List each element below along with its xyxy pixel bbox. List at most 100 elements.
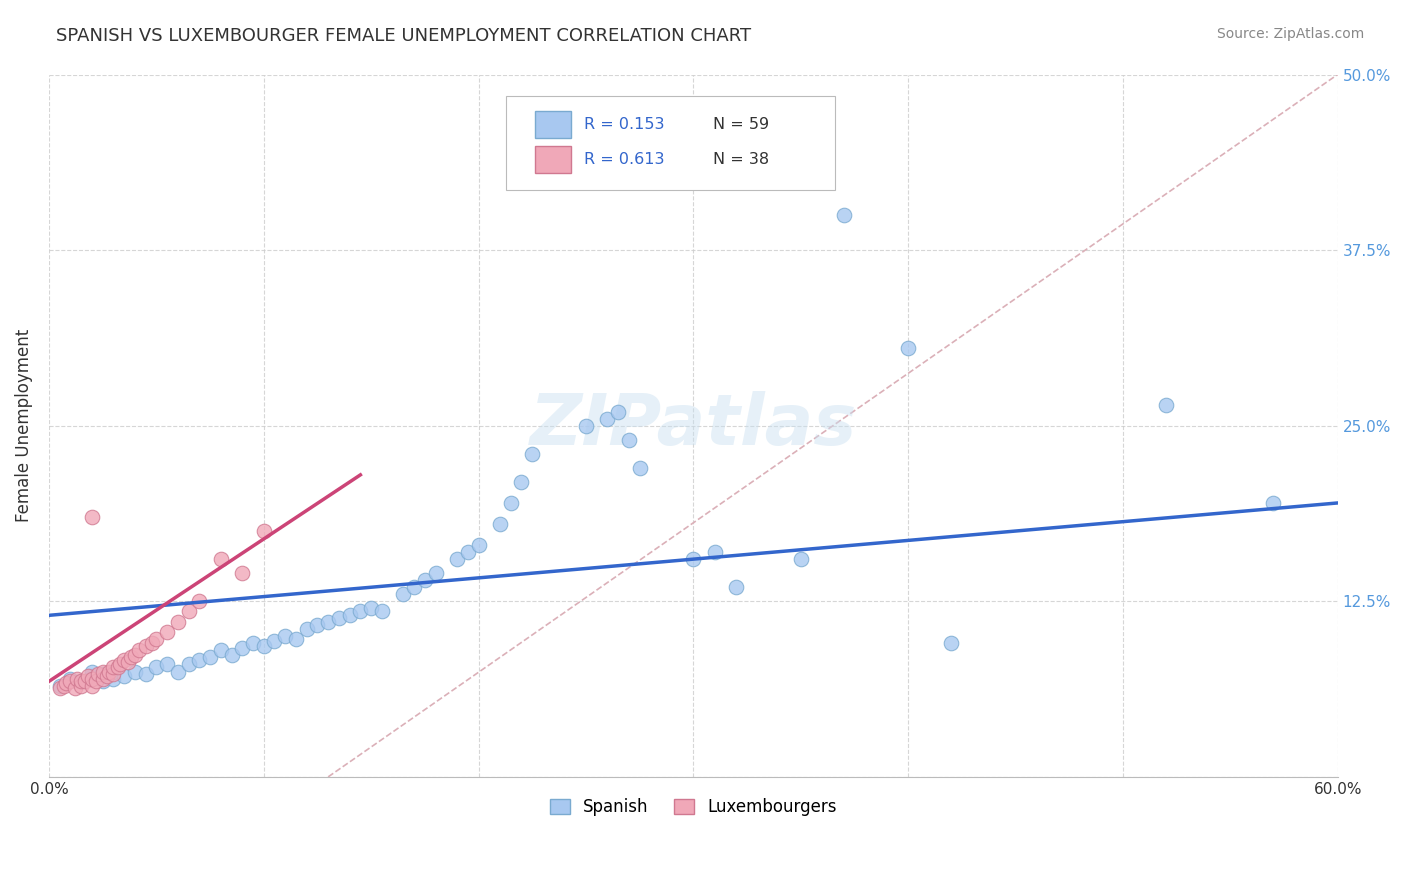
Point xyxy=(221,648,243,662)
Point xyxy=(371,604,394,618)
Point xyxy=(135,667,157,681)
Point xyxy=(510,475,533,489)
Text: N = 38: N = 38 xyxy=(713,152,769,167)
Text: ZIPatlas: ZIPatlas xyxy=(530,392,858,460)
Point xyxy=(360,601,382,615)
Point xyxy=(166,665,188,679)
Point xyxy=(467,538,489,552)
Point xyxy=(98,665,121,679)
Point xyxy=(117,655,139,669)
Point xyxy=(253,524,276,538)
Point xyxy=(87,667,110,681)
Y-axis label: Female Unemployment: Female Unemployment xyxy=(15,329,32,523)
Point xyxy=(156,625,179,640)
Point xyxy=(120,650,142,665)
Point xyxy=(897,342,920,356)
Point xyxy=(145,632,167,647)
Point xyxy=(84,674,107,689)
FancyBboxPatch shape xyxy=(534,111,571,137)
Point xyxy=(108,657,131,672)
Point xyxy=(596,411,619,425)
Point xyxy=(209,643,232,657)
Point xyxy=(70,674,93,689)
Legend: Spanish, Luxembourgers: Spanish, Luxembourgers xyxy=(541,790,845,825)
Point xyxy=(198,650,221,665)
Point xyxy=(789,552,811,566)
Point xyxy=(242,636,264,650)
Point xyxy=(59,674,82,689)
Point xyxy=(607,404,630,418)
Point xyxy=(91,674,114,689)
Point xyxy=(96,669,118,683)
Point xyxy=(499,496,522,510)
Point xyxy=(59,672,82,686)
Point xyxy=(80,665,103,679)
Point xyxy=(80,510,103,524)
Point xyxy=(725,580,748,594)
Point xyxy=(103,672,125,686)
Point xyxy=(285,632,308,647)
Point xyxy=(48,679,70,693)
Point xyxy=(91,665,114,679)
Point xyxy=(177,604,200,618)
Point xyxy=(522,447,544,461)
Point xyxy=(703,545,725,559)
Point xyxy=(53,679,76,693)
Text: R = 0.613: R = 0.613 xyxy=(583,152,664,167)
Point xyxy=(177,657,200,672)
Point xyxy=(425,566,447,581)
Point xyxy=(103,660,125,674)
Point xyxy=(91,672,114,686)
Point xyxy=(1154,398,1177,412)
Text: Source: ZipAtlas.com: Source: ZipAtlas.com xyxy=(1216,27,1364,41)
Point xyxy=(112,653,135,667)
Point xyxy=(446,552,468,566)
Point xyxy=(166,615,188,630)
Point xyxy=(457,545,479,559)
Point xyxy=(124,665,146,679)
Point xyxy=(103,665,125,679)
Point xyxy=(263,633,285,648)
Point xyxy=(231,566,253,581)
Point xyxy=(628,460,651,475)
FancyBboxPatch shape xyxy=(534,146,571,173)
Point xyxy=(328,611,350,625)
Point xyxy=(316,615,339,630)
Point xyxy=(145,660,167,674)
Point xyxy=(141,636,163,650)
FancyBboxPatch shape xyxy=(506,95,835,190)
Point xyxy=(682,552,704,566)
Point xyxy=(112,669,135,683)
Point xyxy=(66,672,89,686)
Point xyxy=(156,657,179,672)
Point xyxy=(55,675,77,690)
Point xyxy=(80,669,103,683)
Point xyxy=(295,623,318,637)
Point xyxy=(339,608,361,623)
Point xyxy=(91,667,114,681)
Point xyxy=(575,418,598,433)
Text: R = 0.153: R = 0.153 xyxy=(583,117,664,132)
Point xyxy=(80,679,103,693)
Point xyxy=(48,681,70,696)
Point xyxy=(349,604,371,618)
Text: SPANISH VS LUXEMBOURGER FEMALE UNEMPLOYMENT CORRELATION CHART: SPANISH VS LUXEMBOURGER FEMALE UNEMPLOYM… xyxy=(56,27,751,45)
Point xyxy=(70,679,93,693)
Point xyxy=(939,636,962,650)
Point xyxy=(253,639,276,653)
Point xyxy=(80,672,103,686)
Point xyxy=(76,669,98,683)
Point xyxy=(188,653,211,667)
Point xyxy=(63,681,86,696)
Point xyxy=(103,667,125,681)
Point xyxy=(392,587,415,601)
Point xyxy=(124,648,146,662)
Point xyxy=(75,674,97,689)
Point xyxy=(617,433,640,447)
Point xyxy=(188,594,211,608)
Point xyxy=(135,639,157,653)
Point xyxy=(231,640,253,655)
Text: N = 59: N = 59 xyxy=(713,117,769,132)
Point xyxy=(413,573,436,587)
Point xyxy=(70,674,93,689)
